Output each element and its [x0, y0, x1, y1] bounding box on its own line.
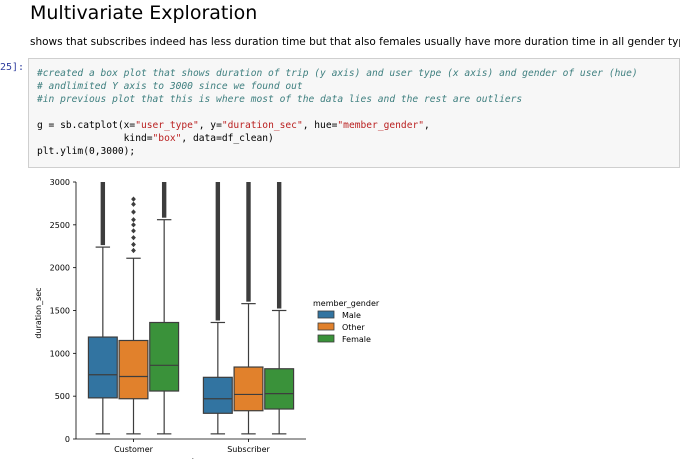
code-string: "duration_sec"	[221, 120, 303, 131]
code-comment-2: # andlimited Y axis to 3000 since we fou…	[37, 81, 303, 92]
outlier-point	[131, 235, 136, 241]
outlier-point	[131, 247, 136, 254]
x-tick-label: Subscriber	[227, 445, 270, 454]
x-axis-label: user_type	[170, 457, 209, 459]
outlier-band	[100, 182, 106, 246]
code-cell[interactable]: #created a box plot that shows duration …	[28, 58, 680, 168]
code-token: ,	[424, 120, 430, 131]
code-token: , y=	[198, 120, 222, 131]
outlier-point	[131, 209, 136, 215]
y-tick-label: 3000	[50, 178, 70, 187]
code-comment-3: #in previous plot that this is where mos…	[37, 94, 523, 105]
y-axis-label: duration_sec	[34, 287, 43, 338]
code-token: , hue=	[302, 120, 338, 131]
box-other	[233, 366, 264, 412]
legend: Male Other Female	[317, 310, 371, 344]
box-female	[149, 321, 180, 392]
outlier-band	[276, 182, 282, 309]
plot-area: 0 500 1000 1500 2000 2500 3000 Customer Subscrib…	[50, 178, 306, 454]
outlier-band	[161, 182, 167, 218]
y-tick-label: 0	[65, 435, 70, 444]
legend-swatch-other	[317, 322, 335, 331]
outlier-band	[215, 182, 221, 321]
code-string: "user_type"	[135, 120, 199, 131]
outlier-point	[131, 241, 136, 248]
y-tick-label: 1500	[50, 307, 70, 316]
code-string: "box"	[152, 133, 182, 144]
y-tick-label: 500	[55, 392, 70, 401]
box-other	[118, 339, 149, 400]
legend-swatch-female	[317, 334, 335, 343]
legend-label-female: Female	[342, 335, 371, 344]
code-line-3: plt.ylim(0,3000);	[37, 146, 136, 157]
outlier-point	[131, 228, 136, 234]
legend-label-male: Male	[342, 311, 361, 320]
legend-label-other: Other	[342, 323, 365, 332]
x-tick-label: Customer	[114, 445, 154, 454]
box-male	[202, 376, 233, 414]
outlier-point	[131, 196, 136, 202]
outlier-point	[131, 201, 136, 207]
code-token: g = sb.catplot(x=	[37, 120, 136, 131]
code-comment-1: #created a box plot that shows duration …	[37, 68, 638, 79]
code-token: , data=df_clean)	[181, 133, 274, 144]
section-title: Multivariate Exploration	[30, 2, 258, 24]
cell-prompt: 25]:	[0, 62, 25, 73]
outlier-point	[131, 222, 136, 228]
legend-title: member_gender	[313, 299, 380, 308]
y-tick-label: 2500	[50, 221, 70, 230]
box-plot-chart: duration_sec user_type member_gender 0 50…	[34, 178, 380, 459]
code-text[interactable]: #created a box plot that shows duration …	[37, 67, 638, 158]
y-tick-label: 1000	[50, 349, 70, 358]
box-male	[87, 336, 118, 399]
code-token: kind=	[37, 133, 153, 144]
outlier-point	[131, 217, 136, 223]
code-string: "member_gender"	[337, 120, 425, 131]
section-description: shows that subscribes indeed has less du…	[30, 36, 680, 48]
box-female	[264, 368, 295, 410]
y-tick-label: 2000	[50, 264, 70, 273]
legend-swatch-male	[317, 310, 335, 319]
outlier-band	[246, 182, 251, 302]
